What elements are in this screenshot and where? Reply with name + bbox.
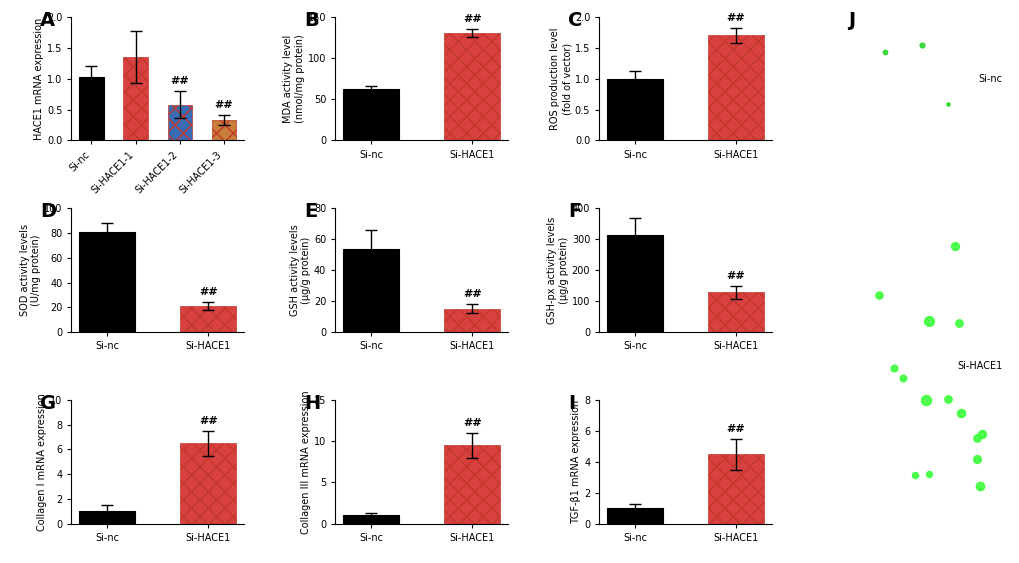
Bar: [444, 309, 499, 332]
Y-axis label: GSH activity levels
(μg/g protein): GSH activity levels (μg/g protein): [289, 225, 311, 316]
Text: D: D: [41, 202, 56, 221]
Text: ##: ##: [726, 13, 745, 23]
Bar: [79, 232, 135, 332]
Bar: [180, 443, 235, 524]
Text: I: I: [568, 394, 575, 413]
Y-axis label: SOD activity levels
(U/mg protein): SOD activity levels (U/mg protein): [19, 224, 41, 316]
Text: A: A: [41, 11, 55, 30]
Bar: [707, 293, 763, 332]
Text: ##: ##: [199, 416, 217, 426]
Bar: [606, 235, 662, 332]
Text: B: B: [304, 11, 319, 30]
Text: G: G: [41, 394, 56, 413]
Bar: [606, 508, 662, 524]
Y-axis label: Collagen I mRNA expression: Collagen I mRNA expression: [38, 393, 47, 531]
Text: ##: ##: [726, 271, 745, 282]
Text: F: F: [568, 202, 581, 221]
Bar: [444, 33, 499, 141]
Bar: [212, 120, 235, 141]
Text: ##: ##: [170, 76, 189, 86]
Bar: [123, 57, 148, 141]
Y-axis label: ROS production level
(fold of vector): ROS production level (fold of vector): [550, 28, 572, 130]
Y-axis label: HACE1 mRNA expression: HACE1 mRNA expression: [35, 17, 44, 140]
Y-axis label: GSH-px activity levels
(μg/g protein): GSH-px activity levels (μg/g protein): [547, 217, 569, 324]
Y-axis label: MDA activity level
(nmol/mg protein): MDA activity level (nmol/mg protein): [283, 34, 305, 123]
Bar: [79, 78, 104, 141]
Text: Si-HACE1: Si-HACE1: [956, 361, 1002, 371]
Text: J: J: [848, 11, 855, 30]
Text: ##: ##: [199, 288, 217, 297]
Bar: [342, 249, 398, 332]
Text: H: H: [304, 394, 320, 413]
Text: ##: ##: [463, 14, 481, 24]
Text: ##: ##: [463, 289, 481, 300]
Text: E: E: [304, 202, 317, 221]
Text: ##: ##: [463, 418, 481, 428]
Bar: [167, 105, 192, 141]
Y-axis label: Collagen III mRNA expression: Collagen III mRNA expression: [301, 390, 311, 534]
Bar: [342, 515, 398, 524]
Bar: [342, 90, 398, 141]
Bar: [707, 454, 763, 524]
Text: ##: ##: [726, 424, 745, 434]
Bar: [180, 306, 235, 332]
Bar: [606, 79, 662, 141]
Bar: [707, 35, 763, 141]
Text: C: C: [568, 11, 582, 30]
Bar: [444, 445, 499, 524]
Y-axis label: TGF-β1 mRNA expression: TGF-β1 mRNA expression: [571, 400, 581, 524]
Bar: [79, 511, 135, 524]
Text: Si-nc: Si-nc: [977, 74, 1002, 84]
Text: ##: ##: [214, 100, 233, 110]
